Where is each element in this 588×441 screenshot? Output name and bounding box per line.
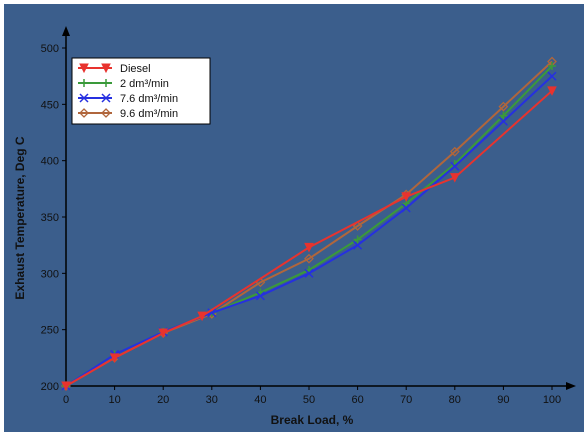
series-1-line: [65, 90, 553, 387]
legend-swatch-marker: [79, 108, 89, 118]
series-3-point: [353, 240, 363, 250]
series-3-point: [450, 161, 460, 171]
legend-swatch-marker: [80, 79, 88, 87]
y-axis-title: Exhaust Temperature, Deg C: [13, 136, 27, 299]
series-3-point: [304, 268, 314, 278]
series-1-point: [547, 86, 557, 96]
legend-item: 7.6 dm³/min: [78, 93, 178, 105]
legend-swatch-marker: [101, 63, 111, 74]
series-3-point: [547, 71, 557, 81]
series-1-point: [449, 173, 460, 183]
legend-swatch-marker: [102, 79, 110, 87]
x-tick-label: 20: [157, 394, 169, 406]
series-4-point: [304, 253, 314, 264]
series-1-point: [158, 328, 169, 339]
x-axis-title: Break Load, %: [271, 413, 354, 427]
legend-swatch-marker: [101, 93, 111, 103]
y-tick-label: 450: [41, 99, 59, 111]
series-1-point: [109, 353, 120, 363]
legend-swatch-marker: [79, 93, 89, 103]
legend-swatch-marker: [101, 108, 111, 118]
series-3-point: [498, 116, 508, 126]
x-tick-label: 80: [449, 394, 461, 406]
legend-item: Diesel: [78, 63, 151, 75]
legend-label: Diesel: [120, 63, 151, 75]
series-layer: [61, 56, 557, 392]
x-tick-label: 70: [400, 394, 412, 406]
legend-label: 2 dm³/min: [120, 78, 169, 90]
series-3-point: [207, 308, 217, 318]
series-1: [61, 86, 557, 392]
series-4-point: [449, 146, 460, 157]
x-axis-arrow: [566, 382, 576, 390]
legend-item: 9.6 dm³/min: [78, 108, 178, 120]
series-2-point: [353, 235, 362, 244]
x-tick-label: 100: [543, 394, 561, 406]
legend-label: 9.6 dm³/min: [120, 108, 178, 120]
series-2-point: [499, 111, 508, 120]
x-tick-label: 90: [497, 394, 509, 406]
series-1-point: [197, 311, 207, 322]
series-4-point: [498, 101, 509, 112]
y-tick-label: 250: [41, 325, 59, 337]
x-tick-label: 40: [254, 394, 266, 406]
legend-label: 7.6 dm³/min: [120, 93, 178, 105]
x-tick-label: 0: [63, 394, 69, 406]
y-tick-label: 350: [41, 212, 59, 224]
series-1-point: [401, 192, 412, 202]
axes: 0 10 20 30 40 50 60 70 80 90 100 200 250 300 350 400 450…: [41, 26, 576, 406]
x-tick-label: 60: [351, 394, 363, 406]
y-tick-label: 500: [41, 43, 59, 55]
y-tick-label: 400: [41, 156, 59, 168]
x-tick-label: 30: [206, 394, 218, 406]
legend: Diesel 2 dm³/min 7.6 dm³/min 9.6 dm³/min: [71, 57, 211, 125]
series-3: [61, 71, 557, 391]
y-axis-arrow: [62, 26, 70, 36]
series-3-point: [255, 291, 265, 301]
legend-swatch-marker: [79, 63, 89, 74]
series-1-point: [304, 242, 314, 253]
series-3-point: [401, 203, 411, 213]
y-tick-label: 200: [41, 381, 59, 393]
series-4-point: [352, 221, 363, 231]
x-tick-label: 50: [303, 394, 315, 406]
y-tick-label: 300: [41, 268, 59, 280]
series-1-point: [61, 381, 71, 392]
legend-item: 2 dm³/min: [78, 78, 169, 90]
x-tick-label: 10: [108, 394, 120, 406]
series-2-point: [548, 62, 556, 71]
